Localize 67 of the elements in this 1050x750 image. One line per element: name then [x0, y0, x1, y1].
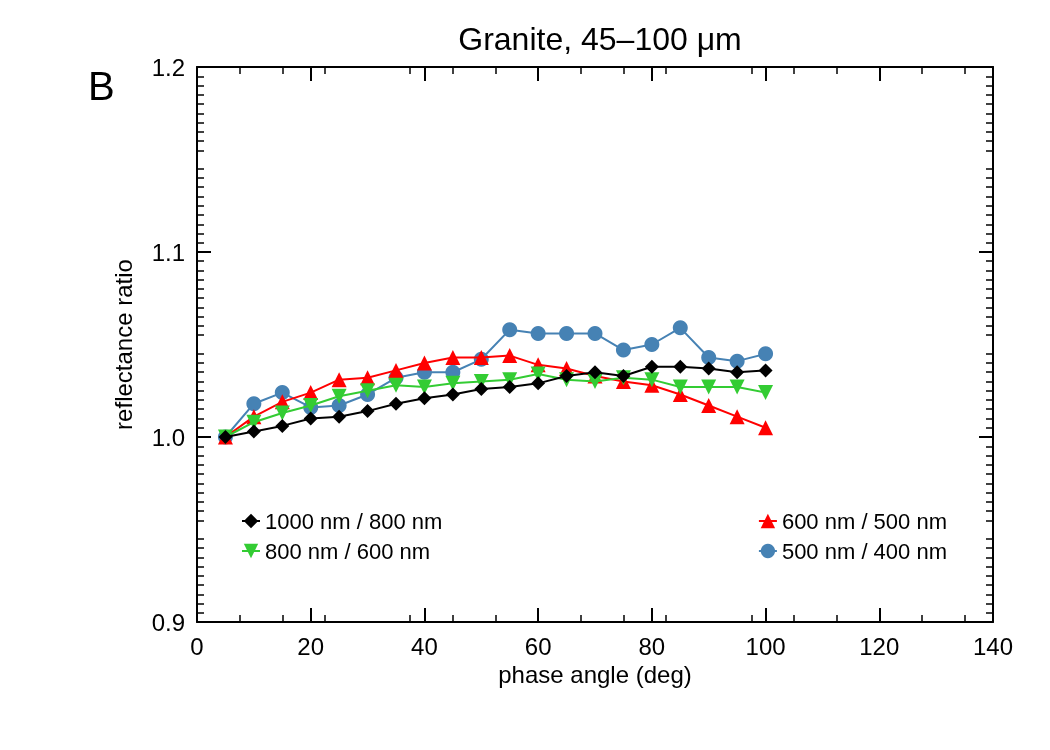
x-tick-label: 0: [190, 632, 204, 660]
y-tick-label: 1.0: [151, 423, 185, 451]
point: [417, 391, 432, 406]
point: [672, 379, 688, 395]
legend-label: 500 nm / 400 nm: [781, 538, 948, 564]
y-axis-title: reflectance ratio: [109, 259, 137, 430]
point: [502, 322, 518, 338]
point: [332, 409, 347, 424]
point: [388, 377, 404, 393]
point: [758, 346, 774, 362]
point: [730, 365, 745, 380]
point: [445, 349, 461, 365]
point: [673, 359, 688, 374]
chart-title: Granite, 45–100 μm: [458, 21, 742, 57]
point: [615, 342, 631, 358]
point: [729, 353, 745, 369]
point: [502, 348, 518, 364]
legend-label: 800 nm / 600 nm: [265, 538, 431, 564]
point: [274, 405, 290, 421]
point: [729, 409, 745, 425]
point: [559, 325, 575, 341]
text: B: [88, 64, 115, 108]
x-tick-label: 140: [972, 632, 1014, 660]
point: [331, 388, 347, 404]
point: [502, 380, 517, 395]
legend-label: 600 nm / 500 nm: [781, 508, 948, 534]
point: [275, 418, 290, 433]
point: [388, 362, 404, 378]
point: [701, 349, 717, 365]
x-tick-label: 20: [297, 632, 325, 660]
point: [644, 372, 660, 388]
x-axis-title: phase angle (deg): [498, 661, 692, 689]
point: [587, 325, 603, 341]
point: [530, 325, 546, 341]
point: [672, 320, 688, 336]
y-tick-label: 1.1: [151, 238, 185, 266]
point: [758, 420, 774, 436]
point: [246, 396, 262, 412]
point: [588, 365, 602, 380]
point: [559, 368, 574, 383]
x-tick-label: 60: [524, 632, 552, 660]
point: [758, 363, 773, 378]
point: [644, 359, 659, 374]
point: [701, 398, 717, 414]
point: [758, 385, 774, 401]
x-tick-label: 80: [638, 632, 666, 660]
point: [644, 337, 660, 352]
point: [331, 372, 347, 388]
point: [445, 375, 461, 391]
point: [701, 379, 717, 395]
point: [246, 424, 261, 439]
x-tick-label: 40: [411, 632, 438, 660]
point: [531, 376, 546, 391]
point: [701, 361, 716, 376]
legend-label: 1000 nm / 800 nm: [265, 508, 443, 534]
point: [416, 355, 432, 371]
x-tick-label: 120: [859, 632, 900, 660]
point: [474, 381, 489, 396]
y-tick-label: 0.9: [151, 608, 185, 636]
point: [303, 411, 318, 426]
point: [274, 385, 290, 401]
point: [389, 396, 403, 411]
y-tick-label: 1.2: [151, 53, 185, 81]
point: [729, 379, 745, 395]
point: [445, 387, 460, 402]
x-tick-label: 100: [745, 632, 786, 660]
point: [360, 404, 375, 419]
